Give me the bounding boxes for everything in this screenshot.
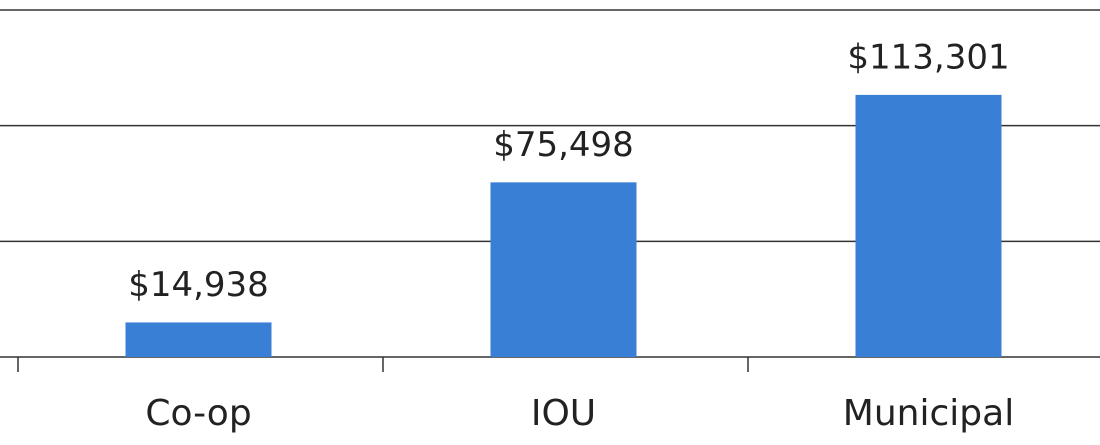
- bar: [855, 94, 1002, 357]
- x-tick-label: Municipal: [843, 393, 1014, 434]
- bar: [490, 182, 637, 357]
- x-tick-label: IOU: [531, 393, 596, 434]
- value-label: $75,498: [493, 125, 634, 165]
- bar: [125, 322, 272, 357]
- x-tick-label: Co-op: [145, 393, 251, 434]
- value-label: $113,301: [847, 37, 1009, 77]
- value-label: $14,938: [128, 265, 269, 305]
